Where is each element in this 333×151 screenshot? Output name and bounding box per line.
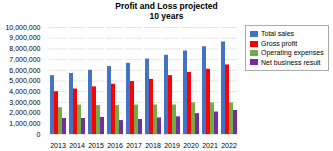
svg-text:10,000,000: 10,000,000 [5,24,40,31]
svg-text:6,000,000: 6,000,000 [9,67,40,74]
svg-text:2015: 2015 [88,143,104,149]
svg-text:2019: 2019 [164,143,180,149]
svg-text:9,000,000: 9,000,000 [9,35,40,42]
html-text:Gross profit: Gross profit [261,39,298,47]
html-text:Profit and Loss projected: Profit and Loss projected [115,1,218,11]
svg-text:2021: 2021 [202,143,218,149]
svg-text:0: 0 [37,131,41,138]
svg-text:3,000,000: 3,000,000 [9,99,40,106]
html-text:10 years: 10 years [149,11,184,22]
svg-text:2017: 2017 [126,143,142,149]
svg-text:7,000,000: 7,000,000 [9,56,40,63]
html-text:Operating expenses: Operating expenses [261,49,324,57]
html-text:Net business result: Net business result [261,58,321,66]
svg-text:2,000,000: 2,000,000 [9,110,40,117]
svg-text:2018: 2018 [145,143,161,149]
svg-text:2020: 2020 [183,143,199,149]
svg-text:8,000,000: 8,000,000 [9,46,40,53]
svg-text:2013: 2013 [50,143,66,149]
svg-text:1,000,000: 1,000,000 [9,120,40,127]
html-text:Total sales: Total sales [261,30,295,38]
svg-text:5,000,000: 5,000,000 [9,78,40,85]
svg-text:2014: 2014 [69,143,85,149]
svg-text:2016: 2016 [107,143,123,149]
svg-text:4,000,000: 4,000,000 [9,88,40,95]
svg-text:2022: 2022 [221,143,237,149]
